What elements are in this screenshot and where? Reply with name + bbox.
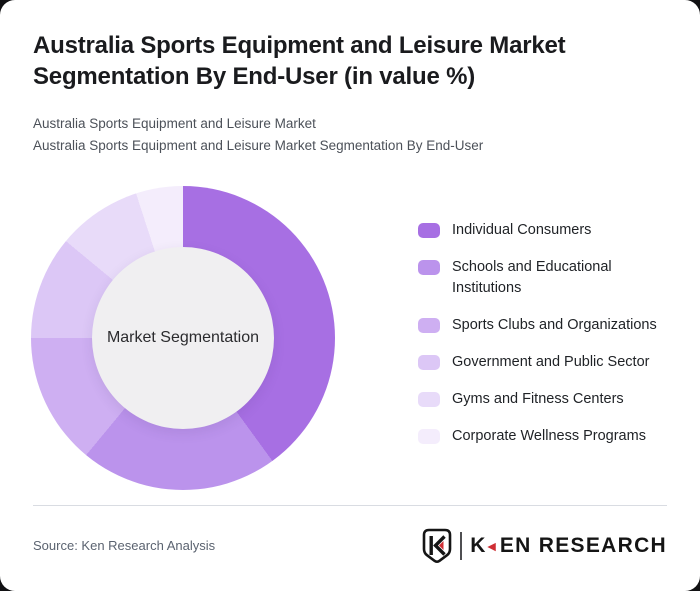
color-swatch-icon [418, 355, 440, 370]
chart-title-line-1: Australia Sports Equipment and Leisure M… [33, 32, 566, 59]
ken-research-logo: K ◄ EN RESEARCH [422, 527, 667, 565]
legend-item-sports-clubs[interactable]: Sports Clubs and Organizations [418, 315, 674, 336]
red-wedge-icon [439, 541, 444, 550]
legend-label: Corporate Wellness Programs [452, 428, 646, 444]
logo-rest: EN RESEARCH [499, 534, 667, 557]
donut-center-label: Market Segmentation [106, 329, 260, 346]
legend-label: Sports Clubs and Organizations [452, 317, 657, 333]
color-swatch-icon [418, 260, 440, 275]
footer-divider [33, 505, 667, 506]
color-swatch-icon [418, 392, 440, 407]
donut-center-circle: Market Segmentation [92, 247, 274, 429]
donut-chart: Market Segmentation [31, 186, 335, 490]
legend-label: Individual Consumers [452, 222, 592, 238]
logo-k: K [470, 534, 487, 557]
legend-item-gyms-fitness[interactable]: Gyms and Fitness Centers [418, 389, 674, 410]
color-swatch-icon [418, 223, 440, 238]
color-swatch-icon [418, 318, 440, 333]
chart-title-line-2: Segmentation By End-User (in value %) [33, 63, 476, 90]
chart-subtitle-line-2: Australia Sports Equipment and Leisure M… [33, 138, 484, 153]
legend-label: Government and Public Sector [452, 354, 650, 370]
chart-legend: Individual Consumers Schools and Educati… [418, 220, 674, 447]
chart-subtitle-block: Australia Sports Equipment and Leisure M… [33, 113, 667, 157]
color-swatch-icon [418, 429, 440, 444]
legend-item-schools-educational[interactable]: Schools and Educational Institutions [418, 257, 674, 299]
legend-item-government-public[interactable]: Government and Public Sector [418, 352, 674, 373]
source-text: Source: Ken Research Analysis [33, 538, 216, 553]
legend-label: Gyms and Fitness Centers [452, 391, 624, 407]
chart-subtitle-line-1: Australia Sports Equipment and Leisure M… [33, 116, 316, 131]
red-arrow-icon: ◄ [484, 538, 500, 554]
legend-label: Schools and Educational Institutions [452, 259, 612, 296]
shield-k-icon [422, 528, 452, 563]
chart-header: Australia Sports Equipment and Leisure M… [33, 30, 667, 157]
logo-separator [460, 532, 463, 560]
legend-item-individual-consumers[interactable]: Individual Consumers [418, 220, 674, 241]
logo-wordmark: K ◄ EN RESEARCH [470, 534, 667, 558]
legend-item-corporate-wellness[interactable]: Corporate Wellness Programs [418, 426, 674, 447]
